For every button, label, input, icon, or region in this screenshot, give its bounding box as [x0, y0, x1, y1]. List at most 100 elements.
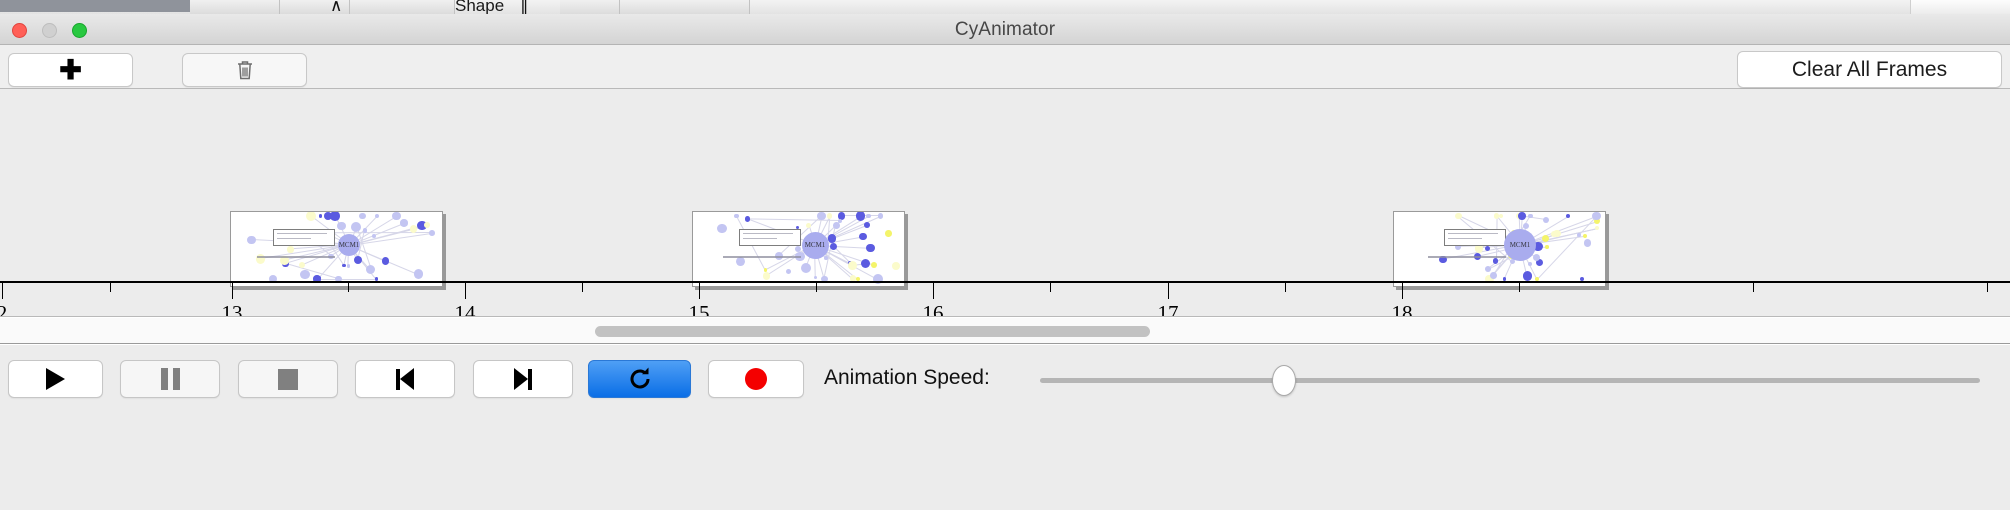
- pause-button[interactable]: [120, 360, 220, 398]
- axis-tick-label: 17: [1157, 301, 1179, 317]
- network-graph-preview: MCM1: [693, 212, 904, 286]
- graph-node: [866, 243, 875, 253]
- graph-node: [817, 212, 826, 221]
- graph-node: [330, 212, 340, 221]
- graph-node: [365, 264, 376, 275]
- axis-line: [0, 281, 2010, 283]
- graph-node: [413, 269, 423, 279]
- axis-tick-label: 13: [221, 301, 243, 317]
- graph-node: [391, 212, 401, 221]
- graph-node: [837, 212, 846, 220]
- graph-hub-node: MCM1: [1504, 229, 1536, 261]
- graph-node: [806, 222, 812, 228]
- loop-button[interactable]: [588, 360, 691, 398]
- window-title: CyAnimator: [954, 19, 1056, 40]
- axis-tick-major: [1402, 283, 1403, 299]
- graph-node: [1522, 223, 1529, 230]
- clear-all-frames-button[interactable]: Clear All Frames: [1737, 51, 2002, 88]
- add-frame-button[interactable]: ✚: [8, 53, 133, 87]
- graph-node: [785, 268, 791, 274]
- minimize-button[interactable]: [42, 23, 57, 38]
- graph-node: [1454, 212, 1462, 220]
- graph-node: [734, 213, 739, 219]
- axis-tick-major: [699, 283, 700, 299]
- graph-node: [885, 230, 892, 237]
- graph-node: [1528, 213, 1533, 219]
- axis-tick-major: [465, 283, 466, 299]
- stop-icon: [278, 368, 298, 390]
- graph-node: [795, 246, 802, 252]
- axis-tick-label: 16: [922, 301, 944, 317]
- graph-node: [832, 221, 840, 229]
- graph-hub-node: MCM1: [801, 231, 829, 259]
- graph-node: [1474, 243, 1484, 253]
- graph-node: [861, 259, 871, 269]
- graph-node: [1517, 212, 1526, 220]
- axis-tick-label: 15: [688, 301, 710, 317]
- slider-knob[interactable]: [1272, 365, 1296, 396]
- background-toolbar-segment: [560, 0, 620, 14]
- graph-annotation-text: [257, 256, 335, 258]
- pause-icon: [160, 368, 180, 390]
- previous-frame-button[interactable]: [355, 360, 455, 398]
- axis-tick-minor: [816, 283, 817, 292]
- axis-tick-minor: [1285, 283, 1286, 292]
- network-graph-preview: MCM1: [231, 212, 442, 286]
- graph-node: [416, 220, 427, 231]
- record-icon: [745, 368, 767, 390]
- titlebar: CyAnimator: [0, 14, 2010, 45]
- timeline-frame-thumbnail[interactable]: MCM1: [692, 211, 905, 287]
- graph-edge: [747, 218, 840, 221]
- stop-button[interactable]: [238, 360, 338, 398]
- graph-node: [872, 274, 883, 284]
- background-toolbar-segment: [350, 0, 455, 14]
- next-frame-button[interactable]: [473, 360, 573, 398]
- graph-node: [735, 257, 745, 267]
- timeline-frame-thumbnail[interactable]: MCM1: [230, 211, 443, 287]
- timeline-horizontal-scrollbar[interactable]: [0, 318, 2010, 344]
- graph-node: [1582, 233, 1588, 239]
- graph-node: [1535, 258, 1544, 266]
- background-toolbar-segment: [620, 0, 750, 14]
- tooltip-text-line: [743, 238, 777, 239]
- graph-node: [429, 230, 436, 236]
- graph-node: [351, 222, 361, 232]
- graph-node: [381, 256, 390, 265]
- maximize-button[interactable]: [72, 23, 87, 38]
- plus-icon: ✚: [59, 54, 82, 85]
- background-window-header: [0, 0, 190, 12]
- graph-node: [1533, 241, 1543, 252]
- slider-track[interactable]: [1040, 378, 1980, 383]
- graph-node: [1509, 258, 1516, 264]
- graph-node: [247, 235, 256, 245]
- scrollbar-thumb[interactable]: [595, 326, 1150, 337]
- graph-node: [371, 234, 376, 238]
- network-graph-preview: MCM1: [1394, 212, 1605, 286]
- graph-node: [255, 254, 266, 264]
- graph-node: [1583, 239, 1592, 247]
- animation-speed-slider[interactable]: [1040, 365, 1980, 396]
- graph-node: [1454, 243, 1461, 250]
- axis-tick-label: 18: [1391, 301, 1413, 317]
- background-toolbar-segment: [190, 0, 280, 14]
- graph-node: [1541, 234, 1549, 243]
- tooltip-text-line: [743, 233, 793, 234]
- close-button[interactable]: [12, 23, 27, 38]
- timeline-frame-thumbnail[interactable]: MCM1: [1393, 211, 1606, 287]
- graph-node: [354, 256, 363, 265]
- axis-tick-major: [2, 283, 3, 299]
- delete-frame-button[interactable]: [182, 53, 307, 87]
- graph-node: [856, 277, 860, 281]
- axis-tick-minor: [348, 283, 349, 292]
- graph-node: [826, 213, 833, 219]
- graph-node: [1543, 217, 1550, 224]
- record-button[interactable]: [708, 360, 804, 398]
- graph-node: [859, 232, 867, 241]
- graph-node: [762, 272, 771, 280]
- graph-node: [313, 275, 321, 283]
- frames-track[interactable]: MCM1 MCM1 MCM1: [0, 89, 2010, 287]
- graph-node: [856, 212, 866, 221]
- play-button[interactable]: [8, 360, 103, 398]
- graph-edge: [316, 279, 377, 280]
